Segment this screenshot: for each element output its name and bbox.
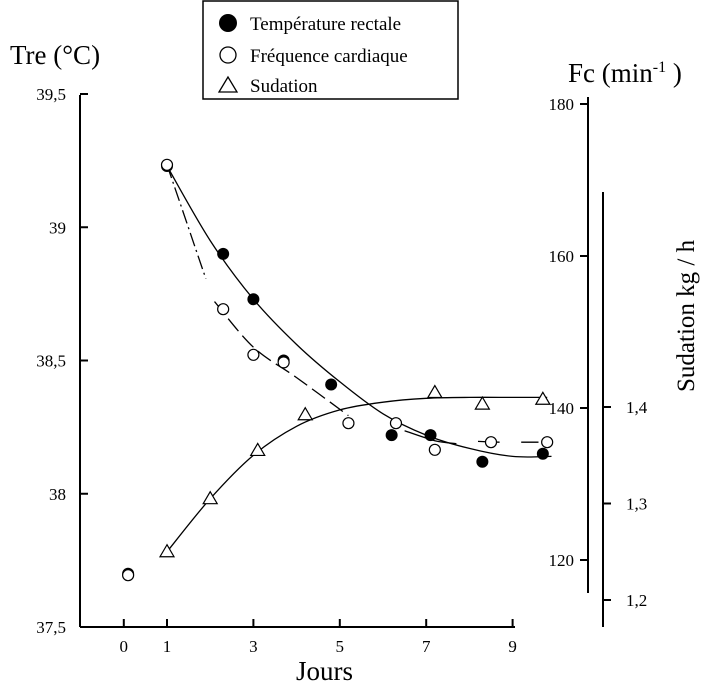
sweating-point [158,543,176,558]
temperature-point [217,247,230,260]
right1-axis-title-sup: -1 [653,59,666,76]
heart-rate-point [247,348,260,361]
legend-marker-open-circle [219,46,237,64]
right1-axis-title-end: ) [666,58,682,88]
x-axis-tick-label: 0 [120,637,129,656]
left-axis-tick-label: 38,5 [36,352,66,371]
legend-marker-filled-circle [219,14,237,32]
heart-rate-point [122,569,135,582]
heart-rate-point [541,436,554,449]
right2-axis-tick-label: 1,3 [626,495,647,514]
temperature-point [325,378,338,391]
heart-rate-point [277,356,290,369]
right1-axis-title: Fc (min-1 ) [568,58,682,88]
temperature-point [536,447,549,460]
heart-rate-fit-segment [166,164,207,280]
sweating-point [202,490,219,505]
heart-rate-point [342,417,355,430]
x-axis-tick-label: 7 [422,637,431,656]
heart-rate-point [428,443,441,456]
markers-layer [122,158,554,582]
temperature-point [476,455,489,468]
left-axis-tick-label: 39,5 [36,85,66,104]
sweating-point [534,391,551,405]
right1-axis-tick-label: 120 [549,551,575,570]
temperature-point [424,429,437,442]
fit-curves-layer [166,164,552,553]
x-axis-tick-label: 1 [163,637,172,656]
sweating-point [426,384,443,399]
right1-axis-title-main: Fc (min [568,58,653,88]
x-axis-tick-label: 3 [249,637,258,656]
left-axis-tick-label: 38 [49,485,66,504]
left-axis-title: Tre (°C) [10,40,100,70]
legend-label-heart-rate: Fréquence cardiaque [250,46,408,67]
left-axis-tick-label: 37,5 [36,618,66,637]
temperature-point [385,429,398,442]
heart-rate-point [484,436,498,449]
right1-axis-tick-label: 160 [549,247,575,266]
right2-axis-tick-label: 1,4 [626,398,648,417]
heart-rate-fit-segment [214,301,349,417]
sweating-point [249,442,266,457]
right1-axis-tick-label: 180 [549,95,575,114]
heart-rate-fit-segment [404,430,457,445]
heart-rate-point [217,303,230,316]
temperature-point [247,293,260,306]
x-axis-tick-label: 9 [508,637,517,656]
left-axis-tick-label: 39 [49,218,66,237]
legend-marker-open-triangle [217,75,239,93]
x-axis-title: Jours [296,656,353,686]
legend-label-temperature: Température rectale [250,14,401,35]
right2-axis-title: Sudation kg / h [673,239,700,392]
heart-rate-point [160,158,174,171]
sweating-point [297,406,314,421]
sweating-point [474,395,491,410]
x-axis-tick-label: 5 [336,637,345,656]
right1-axis-tick-label: 140 [549,399,575,418]
legend-box [202,0,459,100]
legend-label-sweating: Sudation [250,76,318,97]
heart-rate-point [389,417,403,430]
right2-axis-tick-label: 1,2 [626,591,647,610]
legend: Température rectale Fréquence cardiaque … [202,0,459,100]
sweating-fit-curve [166,396,548,553]
